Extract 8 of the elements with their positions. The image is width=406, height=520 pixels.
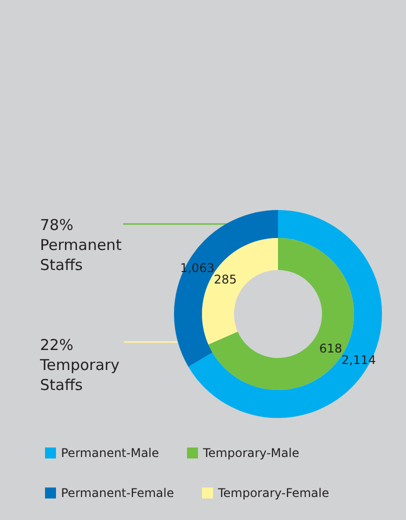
text: 78% Permanent Staffs xyxy=(40,216,122,274)
legend-label: Temporary-Male xyxy=(202,446,300,460)
legend-label: Temporary-Female xyxy=(216,486,330,500)
text: 22% Temporary Staffs xyxy=(39,336,120,394)
legend-label: Permanent-Female xyxy=(61,486,174,500)
data-label: 285 xyxy=(214,272,237,287)
data-label: 618 xyxy=(319,341,342,356)
legend-label: Permanent-Male xyxy=(61,446,160,460)
